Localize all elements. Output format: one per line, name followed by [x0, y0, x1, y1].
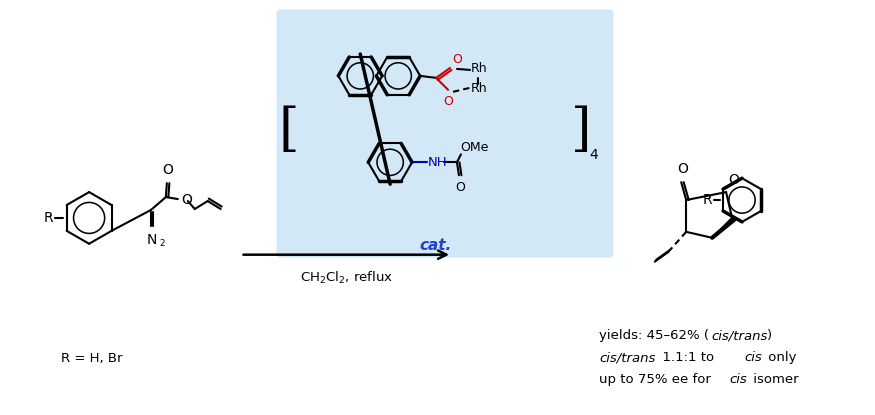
Text: up to 75% ee for: up to 75% ee for: [599, 373, 716, 386]
Text: R: R: [44, 211, 53, 225]
Text: NH: NH: [428, 156, 448, 169]
Text: OMe: OMe: [460, 142, 488, 154]
Text: O: O: [452, 53, 462, 66]
FancyBboxPatch shape: [276, 9, 613, 258]
Text: cis/trans: cis/trans: [711, 329, 767, 342]
Text: 4: 4: [590, 149, 598, 162]
Text: O: O: [728, 173, 739, 187]
Text: cis/trans: cis/trans: [599, 351, 656, 364]
Text: O: O: [163, 163, 173, 177]
Text: $_2$: $_2$: [159, 236, 165, 249]
Text: only: only: [764, 351, 796, 364]
Text: ): ): [767, 329, 772, 342]
Text: O: O: [676, 162, 688, 176]
Text: cis: cis: [729, 373, 747, 386]
Text: yields: 45–62% (: yields: 45–62% (: [599, 329, 710, 342]
Text: O: O: [443, 95, 453, 108]
Text: isomer: isomer: [749, 373, 799, 386]
Text: cat.: cat.: [420, 238, 452, 253]
Text: R: R: [703, 193, 712, 207]
Text: 1.1:1 to: 1.1:1 to: [654, 351, 718, 364]
Text: cis: cis: [744, 351, 762, 364]
Text: O: O: [455, 181, 465, 194]
Text: CH$_2$Cl$_2$, reflux: CH$_2$Cl$_2$, reflux: [300, 270, 393, 286]
Text: Rh: Rh: [471, 62, 487, 76]
Text: N: N: [147, 233, 158, 247]
Text: R = H, Br: R = H, Br: [61, 352, 123, 366]
Text: [: [: [278, 105, 298, 156]
Text: ]: ]: [571, 105, 592, 156]
Text: O: O: [181, 193, 192, 207]
Text: Rh: Rh: [471, 82, 487, 95]
